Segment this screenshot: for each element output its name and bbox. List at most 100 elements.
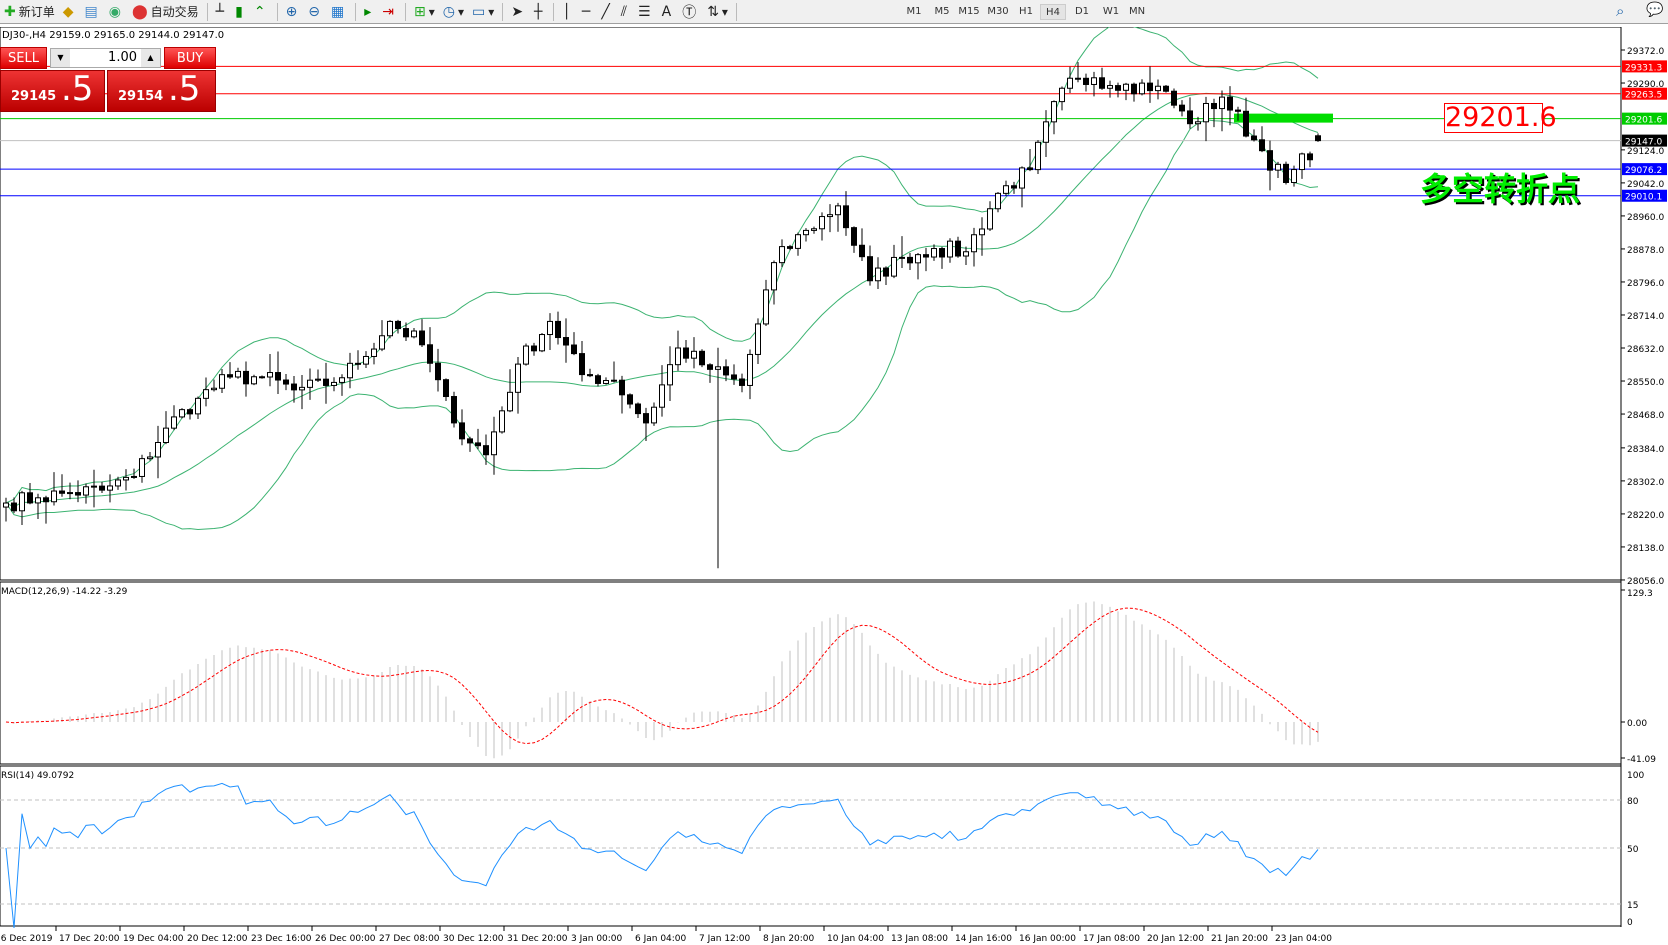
timeframe-w1[interactable]: W1 — [1102, 6, 1120, 17]
timeframe-h1[interactable]: H1 — [1019, 6, 1033, 17]
crosshair-button[interactable]: ┼ — [530, 1, 549, 23]
candle-body — [1203, 102, 1209, 123]
new-order-button[interactable]: ✚ 新订单 — [4, 3, 55, 20]
level-label[interactable]: 29201.6 — [1444, 102, 1557, 133]
timeframe-m5[interactable]: M5 — [934, 6, 950, 17]
x-tick-label: 17 Dec 20:00 — [59, 934, 120, 944]
y-tick-label: 28960.0 — [1627, 213, 1664, 223]
lot-size-stepper[interactable]: ▼ 1.00 ▲ — [50, 48, 161, 68]
candle — [939, 246, 945, 269]
horizontal-line-icon: ─ — [581, 3, 591, 20]
cursor-button[interactable]: ➤ — [507, 1, 530, 23]
candle-body — [323, 378, 329, 386]
candle-body — [755, 323, 761, 355]
candle — [739, 373, 745, 393]
price-line-label-bg — [1622, 134, 1667, 147]
timeframe-m1[interactable]: M1 — [906, 6, 922, 17]
timeframe-mn[interactable]: MN — [1128, 6, 1146, 17]
candle — [1027, 148, 1033, 172]
x-tick-label: 31 Dec 20:00 — [507, 934, 568, 944]
horizontal-line-button[interactable]: ─ — [578, 1, 597, 23]
divider — [405, 2, 407, 21]
candle-body — [779, 246, 785, 264]
zoom-out-button[interactable]: ⊖ — [304, 1, 327, 23]
x-tick-label: 27 Dec 08:00 — [379, 934, 440, 944]
candle-body — [1259, 139, 1265, 152]
line-chart-button[interactable]: ⌃ — [250, 1, 273, 23]
candle-body — [587, 374, 593, 377]
candle — [619, 375, 625, 414]
equidistant-channel-button[interactable]: ⫽ — [617, 1, 634, 23]
candle — [67, 482, 73, 500]
buy-button[interactable]: BUY — [164, 47, 216, 69]
auto-trading-button[interactable]: ⬤ 自动交易 — [131, 3, 199, 20]
timeframe-h4[interactable]: H4 — [1040, 4, 1066, 20]
chart-area[interactable]: 29331.3 29263.5 29201.6 29147.0 29076.2 29010… — [0, 27, 1668, 945]
chat-icon[interactable]: 💬 — [1646, 2, 1664, 18]
candle — [755, 318, 761, 364]
text-button[interactable]: A — [658, 1, 679, 23]
trendline-button[interactable]: ╱ — [597, 1, 616, 23]
signals-button[interactable]: ◉ — [105, 1, 128, 23]
indicators-button[interactable]: ⊞ ▾ — [414, 3, 435, 20]
candle — [291, 376, 297, 403]
candle-body — [715, 366, 721, 370]
decrease-lot-button[interactable]: ▼ — [51, 49, 70, 67]
candle — [1171, 88, 1177, 109]
candle-body — [1283, 163, 1289, 183]
y-tick-label: 29042.0 — [1627, 180, 1664, 190]
sell-price-main: 29145 — [11, 89, 57, 104]
candle-body — [339, 377, 345, 383]
candle — [1107, 80, 1113, 98]
candle-body — [579, 353, 585, 376]
sell-button[interactable]: SELL — [0, 47, 47, 69]
timeframe-m30[interactable]: M30 — [987, 6, 1009, 17]
candle-body — [1171, 90, 1177, 106]
search-icon[interactable]: ⌕ — [1616, 2, 1625, 20]
candle-body — [555, 320, 561, 339]
text-label-button[interactable]: Ⓣ — [678, 1, 703, 23]
price-line-label-bg — [1622, 189, 1667, 202]
candle-body — [411, 330, 417, 338]
candle — [267, 353, 273, 387]
candle — [467, 436, 473, 452]
candle — [587, 368, 593, 378]
increase-lot-button[interactable]: ▲ — [141, 49, 160, 67]
candle — [451, 391, 457, 428]
timeframe-m15[interactable]: M15 — [958, 6, 980, 17]
candle — [635, 402, 641, 418]
periods-button[interactable]: ◷ ▾ — [442, 3, 465, 20]
sell-price-button[interactable]: 29145 .5 — [0, 69, 105, 112]
bar-chart-button[interactable]: ┴ — [212, 1, 231, 23]
candle — [75, 480, 81, 503]
tile-windows-button[interactable]: ▦ — [327, 1, 351, 23]
arrows-button[interactable]: ⇅ ▾ — [707, 3, 728, 20]
macd-signal-line — [5, 607, 1319, 745]
candle — [1067, 66, 1073, 93]
candle — [403, 322, 409, 341]
navigator-button[interactable]: ◆ — [59, 1, 81, 23]
candle-body — [683, 347, 689, 359]
candle — [179, 408, 185, 419]
lot-size-input[interactable]: 1.00 — [108, 50, 137, 65]
candle — [1059, 86, 1065, 111]
vertical-line-button[interactable]: │ — [558, 1, 577, 23]
fibonacci-button[interactable]: ☰ — [634, 1, 658, 23]
candle-body — [67, 492, 73, 495]
buy-price-button[interactable]: 29154 .5 — [107, 69, 216, 112]
templates-button[interactable]: ▭ ▾ — [472, 3, 495, 20]
candle-body — [107, 485, 113, 491]
candle-body — [91, 485, 97, 488]
x-tick-label: 20 Jan 12:00 — [1147, 934, 1204, 944]
annotation-text[interactable]: 多空转折点 — [1420, 170, 1581, 208]
candle-body — [811, 228, 817, 231]
autoscroll-button[interactable]: ▸ — [360, 1, 378, 23]
candle-body — [147, 456, 153, 460]
candle — [1203, 96, 1209, 142]
market-watch-button[interactable]: ▤ — [81, 1, 105, 23]
candle — [371, 342, 377, 365]
chart-shift-button[interactable]: ⇥ — [378, 1, 401, 23]
zoom-in-button[interactable]: ⊕ — [282, 1, 305, 23]
timeframe-d1[interactable]: D1 — [1074, 6, 1090, 17]
candlestick-button[interactable]: ▮ — [231, 1, 250, 23]
